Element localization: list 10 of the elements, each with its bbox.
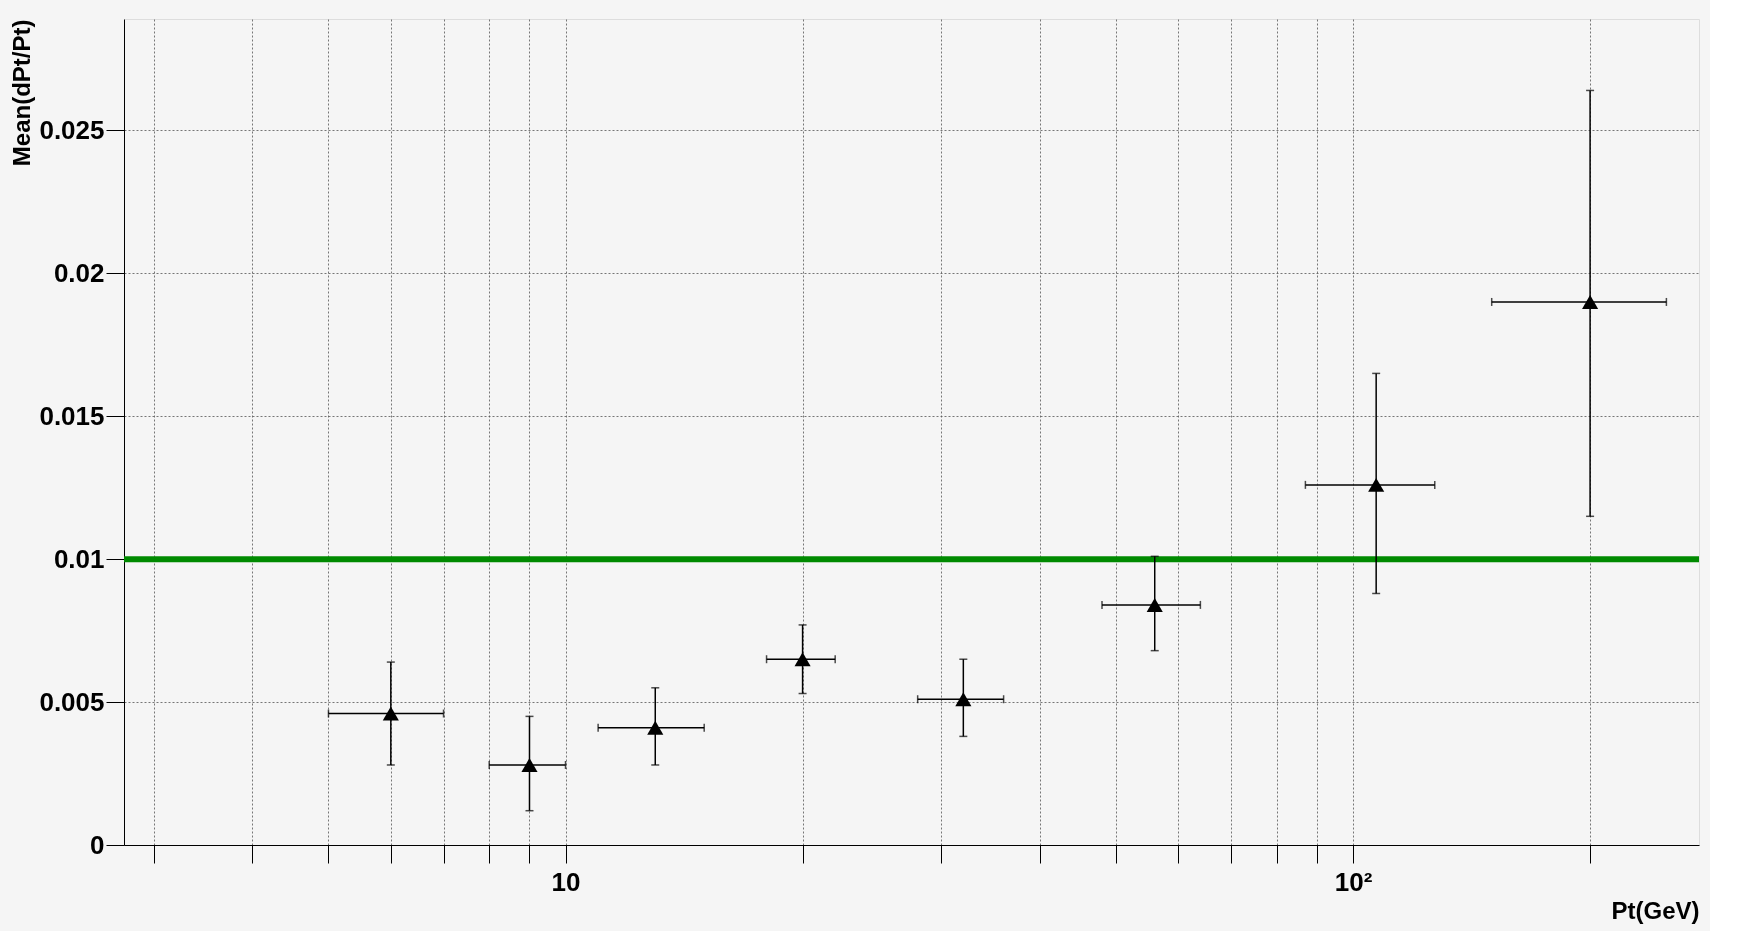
y-tick-label: 0.025 (39, 114, 105, 145)
x-tick-label: 10 (551, 866, 581, 897)
y-tick-label: 0.015 (39, 400, 105, 431)
y-tick-label: 0.02 (53, 257, 105, 288)
y-tick-label: 0.005 (39, 686, 105, 717)
x-axis-title: Pt(GeV) (1611, 896, 1700, 924)
y-axis-title: Mean(dPt/Pt) (8, 19, 36, 167)
y-tick-label: 0 (90, 829, 105, 860)
x-tick-label: 10² (1334, 866, 1373, 897)
y-tick-label: 0.01 (53, 543, 105, 574)
